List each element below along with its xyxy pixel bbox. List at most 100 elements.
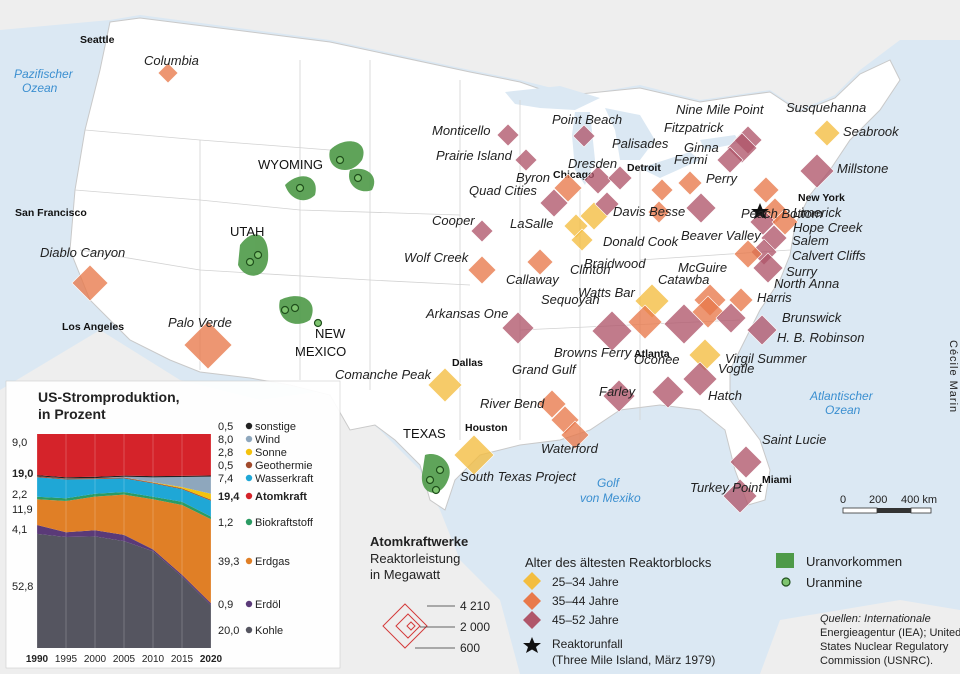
plant-marker [572,124,596,148]
gulf-label-1: Golf [597,476,621,490]
legend-age-swatch [523,572,541,590]
plant-marker [607,165,633,191]
right-value-label: 0,5 [218,460,233,472]
right-legend-dot [245,492,253,500]
area-series [37,475,211,479]
chart-title: US-Stromproduktion, [38,389,180,405]
x-tick-label: 2005 [113,654,136,665]
right-legend-name: Atomkraft [255,491,307,503]
atlantic-label-1: Atlantischer [809,389,874,403]
area-series [37,525,211,606]
legend-size-label: 600 [460,641,480,655]
plant-marker [183,320,233,370]
right-legend-name: Geothermie [255,460,312,472]
legend-age-item: 35–44 Jahre [552,594,619,608]
canada-land [0,0,960,110]
pacific-label-2: Ozean [22,81,58,95]
plant-label: Hope Creek [793,220,864,235]
plant-label: Nine Mile Point [676,102,765,117]
plant-marker [539,188,569,218]
right-legend-dot [245,600,253,608]
city-label: Miami [762,474,792,486]
right-value-label: 20,0 [218,625,239,637]
plant-marker [650,178,674,202]
plant-label: Waterford [541,441,599,456]
left-value-label: 2,2 [12,489,27,501]
right-legend-dot [245,435,253,443]
right-legend-name: Wasserkraft [255,473,313,485]
x-tick-label: 1995 [55,654,78,665]
plant-label: Susquehanna [786,100,866,115]
area-series [37,434,211,478]
area-series [37,492,211,520]
plant-marker [715,302,747,334]
gulf-label-2: von Mexiko [580,491,641,505]
legend-uranium: Uranvorkommen Uranmine [776,553,902,590]
plant-label: Harris [757,290,792,305]
right-value-label: 39,3 [218,556,239,568]
right-legend-name: Erdöl [255,599,281,611]
legend-plants: Atomkraftwerke Reaktorleistung in Megawa… [370,534,490,655]
scale-label: 400 km [901,494,937,506]
lake-huron [605,108,655,160]
plant-label: Clinton [570,262,610,277]
legend-plants-subtitle: Reaktorleistung [370,551,460,566]
lake-superior [505,86,600,110]
area-series [37,533,211,648]
state-label: WYOMING [258,157,323,172]
left-value-label: 19,0 [12,468,33,480]
city-label: New York [798,192,845,204]
state-label: NEW [315,326,346,341]
right-legend-name: Wind [255,434,280,446]
right-legend-name: Erdgas [255,556,290,568]
left-value-label: 9,0 [12,437,27,449]
legend-age-swatch [523,611,541,629]
legend-plants-subtitle: in Megawatt [370,567,440,582]
plant-label: North Anna [774,276,839,291]
city-label: Seattle [80,34,115,46]
plant-marker [583,165,613,195]
plant-label: Farley [599,384,637,399]
plant-marker [651,375,685,409]
right-legend-name: Kohle [255,625,283,637]
plant-marker [752,252,784,284]
x-tick-label: 2015 [171,654,194,665]
left-value-label: 11,9 [12,504,33,516]
plant-marker [470,219,494,243]
lake-erie [640,152,700,178]
legend-size-label: 2 000 [460,620,490,634]
plant-label: Seabrook [843,124,900,139]
plant-labels: Columbia Diablo Canyon Palo Verde Comanche … [40,53,900,495]
plant-label: South Texas Project [460,469,577,484]
x-tick-label: 1990 [26,654,49,665]
plant-marker [722,478,758,514]
plant-label: Davis Besse [613,204,685,219]
plant-label: Point Beach [552,112,622,127]
plant-label: Ginna [684,140,719,155]
legend-plants-title: Atomkraftwerke [370,534,468,549]
plant-label: Calvert Cliffs [792,248,866,263]
right-legend-dot [245,422,253,430]
plant-label: Wolf Creek [404,250,470,265]
plant-marker [537,389,567,419]
plant-label: Prairie Island [436,148,513,163]
plant-marker [716,146,744,174]
plant-label: H. B. Robinson [777,330,864,345]
plant-marker [501,311,535,345]
plant-label: Peach Bottom [741,206,823,221]
right-value-label: 0,9 [218,599,233,611]
plant-label: Millstone [837,161,888,176]
plant-marker [677,170,703,196]
plant-label: Dresden [568,156,617,171]
plant-label: Oconee [634,352,680,367]
plant-label: Limerick [793,205,843,220]
area-series [37,476,211,494]
plant-marker [157,62,179,84]
reactor-accident-star [751,203,769,219]
legend-age-item: 45–52 Jahre [552,613,619,627]
plant-label: Braidwood [584,256,646,271]
plant-marker [746,314,778,346]
plant-label: Diablo Canyon [40,245,125,260]
plant-label: Surry [786,264,819,279]
plant-label: Fitzpatrick [664,120,725,135]
